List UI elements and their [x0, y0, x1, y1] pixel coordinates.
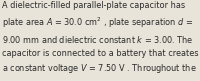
Text: A dielectric-filled parallel-plate capacitor has
plate area $A$ = 30.0 cm$^{2}$ : A dielectric-filled parallel-plate capac…	[2, 1, 199, 81]
